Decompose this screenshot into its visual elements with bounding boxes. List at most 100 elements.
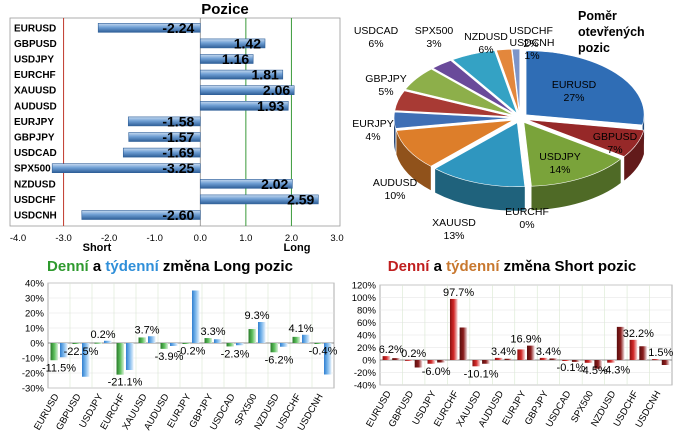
positions-xtick: 1.0 [239,233,252,244]
long-ytick: -30% [22,384,45,395]
pie-side-audusd [396,130,431,191]
long-bar-daily-spx500 [248,329,256,343]
short-title-weekly: týdenní [446,258,500,275]
short-title-and: a [429,258,446,275]
short-ytick: -40% [354,381,377,392]
long-value-eurchf: -21.1% [108,377,143,389]
long-bar-daily-eurchf [116,343,124,375]
pie-slice-usdchf [496,48,520,114]
short-bar-weekly-usdcnh [661,360,670,365]
pie-value-spx500: 3% [426,38,441,50]
short-bar-daily-usdchf [629,339,638,360]
short-bar-daily-nzdusd [607,360,615,363]
pie-label-usdjpy: USDJPY [539,151,580,163]
long-bar-weekly-usdcad [236,343,244,346]
pie-value-eurusd: 27% [563,92,584,104]
position-category-eurusd: EURUSD [14,23,56,34]
short-value-spx500: -4.5% [579,365,608,377]
position-category-nzdusd: NZDUSD [14,179,56,190]
position-category-xauusd: XAUUSD [14,86,56,97]
short-bar-daily-eurjpy [517,349,525,360]
position-category-eurjpy: EURJPY [14,117,54,128]
position-category-audusd: AUDUSD [14,101,57,112]
short-value-usdjpy: -6.0% [422,366,451,378]
long-value-usdcnh: -0.4% [309,346,338,358]
long-value-xauusd: 3.7% [134,324,159,336]
long-bar-weekly-xauusd [148,336,156,343]
pie-label-eurusd: EURUSD [552,79,597,91]
pie-slice-nzdusd [452,50,518,115]
pie-value-gbpusd: 7% [607,144,622,156]
short-bar-daily-usdjpy [427,360,436,364]
long-value-gbpjpy: 3.3% [200,326,225,338]
short-title-daily: Denní [388,258,431,275]
pie-label-eurjpy: EURJPY [352,118,393,130]
positions-xtick: -3.0 [55,233,71,244]
pie-label-audusd: AUDUSD [373,177,418,189]
long-value-eurjpy: -0.2% [177,345,206,357]
position-bar-gbpjpy [128,132,201,142]
short-value-eurjpy: 16.9% [510,334,541,346]
long-bar-daily-eurusd [50,343,58,361]
short-bar-weekly-audusd [504,358,513,360]
long-bar-daily-usdjpy [94,342,102,344]
position-category-usdchf: USDCHF [14,195,56,206]
short-ytick: 20% [357,343,377,354]
long-bar-daily-gbpusd [72,343,80,344]
long-bar-daily-usdchf [292,336,300,343]
long-ytick: -20% [22,369,45,380]
pie-label-xauusd: XAUUSD [432,217,476,229]
pie-value-usdcad: 6% [368,38,383,50]
long-bar-weekly-spx500 [258,322,266,343]
pie-label-eurchf: EURCHF [505,206,549,218]
pie-side-eurjpy [394,118,396,153]
position-bar-usdcad [122,147,201,158]
position-category-spx500: SPX500 [14,164,51,175]
long-ytick: 20% [25,309,45,320]
long-bar-daily-gbpjpy [204,338,212,343]
long-bar-daily-usdcad [226,343,234,347]
short-ytick: 60% [357,318,377,329]
position-bar-gbpusd [199,38,266,49]
pie-value-eurjpy: 4% [365,131,380,143]
pie-value-usdchf: 2% [523,38,538,50]
short-value-audusd: 3.4% [491,346,516,358]
long-value-audusd: -3.9% [155,351,184,363]
long-change-chart: Denní a týdenní změna Long pozic -11.5%-… [22,258,338,433]
long-bar-daily-eurjpy [182,343,190,344]
short-bar-weekly-xauusd [482,360,490,364]
positions-xtick: 3.0 [330,233,343,244]
long-value-spx500: 9.3% [244,310,269,322]
short-change-title: Denní a týdenní změna Short pozic [388,258,636,275]
pie-panel: Poměr otevřených pozic EURUSD 27% GBPUSD 7%… [352,0,680,260]
position-bar-nzdusd [199,179,293,189]
short-label: Short [83,242,112,254]
short-bar-daily-spx500 [584,360,593,363]
pie-value-nzdusd: 6% [478,44,493,56]
pie-slice-eurjpy [393,111,513,129]
long-ytick: -10% [22,354,45,365]
position-bar-usdchf [199,194,319,205]
position-bar-spx500 [51,163,201,173]
long-change-title: Denní a týdenní změna Long pozic [47,258,293,275]
position-value-nzdusd: 2.02 [261,176,288,192]
long-ytick: 40% [25,279,45,290]
long-bar-daily-xauusd [138,337,146,343]
pie-label-usdcad: USDCAD [354,25,399,37]
positions-xtick: -4.0 [10,233,26,244]
short-value-eurusd: 6.2% [379,344,404,356]
pie-slice-xauusd [434,122,526,187]
long-value-usdcad: -2.3% [221,348,250,360]
long-ytick: 10% [25,324,45,335]
pie-label-nzdusd: NZDUSD [464,31,508,43]
long-title-rest: změna Long pozic [159,258,293,275]
long-value-eurusd: -11.5% [42,362,76,374]
pie-value-xauusd: 13% [443,230,464,242]
short-value-usdchf: 32.2% [623,328,654,340]
long-label: Long [284,242,311,254]
position-bar-eurjpy [127,116,201,127]
pie-label-spx500: SPX500 [415,25,454,37]
long-value-usdchf: 4.1% [288,323,313,335]
position-bar-usdcnh [81,210,201,220]
short-value-xauusd: -10.1% [464,368,499,380]
